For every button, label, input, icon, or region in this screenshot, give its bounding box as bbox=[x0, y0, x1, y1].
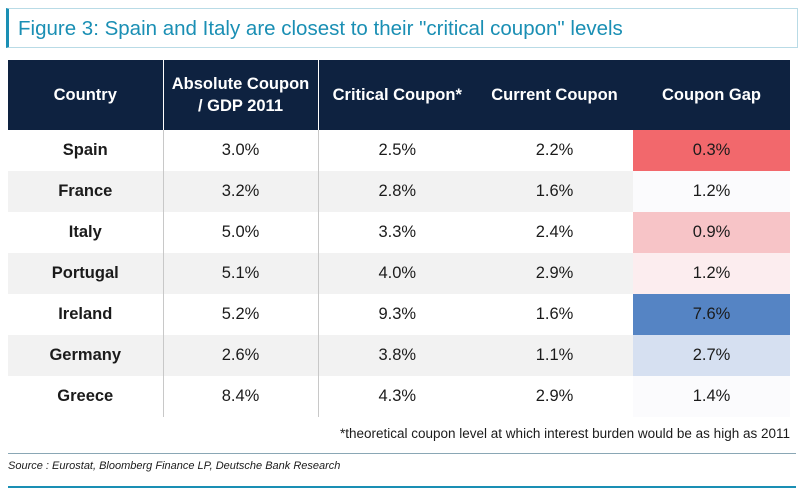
table-row: Germany 2.6% 3.8% 1.1% 2.7% bbox=[8, 335, 790, 376]
coupon-gap-cell: 1.2% bbox=[633, 253, 790, 294]
table-row: Spain 3.0% 2.5% 2.2% 0.3% bbox=[8, 130, 790, 171]
absolute-coupon-cell: 5.0% bbox=[163, 212, 319, 253]
coupon-gap-cell: 2.7% bbox=[633, 335, 790, 376]
country-cell: Portugal bbox=[8, 253, 164, 294]
header-country: Country bbox=[8, 60, 164, 130]
header-critical-coupon: Critical Coupon* bbox=[318, 60, 476, 130]
critical-coupon-cell: 2.5% bbox=[378, 141, 417, 159]
country-cell: Spain bbox=[8, 130, 164, 171]
critical-coupon-cell: 4.0% bbox=[318, 253, 476, 294]
critical-coupon-cell: 9.3% bbox=[378, 305, 417, 323]
header-coupon-gap: Coupon Gap bbox=[633, 60, 790, 130]
current-coupon-cell: 1.6% bbox=[476, 171, 633, 212]
current-coupon-cell: 2.9% bbox=[476, 253, 633, 294]
current-coupon-cell: 2.2% bbox=[535, 141, 574, 159]
figure-title: Figure 3: Spain and Italy are closest to… bbox=[18, 17, 623, 40]
bottom-divider bbox=[8, 486, 796, 488]
coupon-gap-cell: 1.2% bbox=[633, 171, 790, 212]
current-coupon-cell: 1.6% bbox=[535, 305, 574, 323]
absolute-coupon-cell: 3.2% bbox=[163, 171, 319, 212]
header-current-coupon: Current Coupon bbox=[476, 60, 633, 130]
absolute-coupon-cell: 2.6% bbox=[163, 335, 319, 376]
critical-coupon-cell: 3.3% bbox=[378, 223, 417, 241]
table-header-row: Country Absolute Coupon / GDP 2011 Criti… bbox=[8, 60, 790, 130]
country-cell: Italy bbox=[8, 212, 164, 253]
coupon-table: Country Absolute Coupon / GDP 2011 Criti… bbox=[8, 60, 791, 417]
current-coupon-cell: 2.9% bbox=[535, 387, 574, 405]
absolute-coupon-cell: 3.0% bbox=[163, 130, 319, 171]
absolute-coupon-cell: 5.1% bbox=[163, 253, 319, 294]
divider bbox=[8, 453, 796, 454]
critical-coupon-cell: 2.8% bbox=[318, 171, 476, 212]
country-cell: France bbox=[8, 171, 164, 212]
current-coupon-cell: 2.4% bbox=[535, 223, 574, 241]
footnote: *theoretical coupon level at which inter… bbox=[339, 426, 790, 441]
absolute-coupon-cell: 5.2% bbox=[163, 294, 319, 335]
header-absolute-coupon: Absolute Coupon / GDP 2011 bbox=[163, 60, 319, 130]
coupon-gap-cell: 7.6% bbox=[633, 294, 790, 335]
critical-coupon-cell: 4.3% bbox=[378, 387, 417, 405]
header-absolute-coupon-label: Absolute Coupon / GDP 2011 bbox=[171, 75, 310, 115]
table-row: Italy 5.0% 3.3% 2.4% 0.9% bbox=[8, 212, 790, 253]
coupon-gap-cell: 1.4% bbox=[633, 376, 790, 417]
table-row: Ireland 5.2% 9.3% 1.6% 7.6% bbox=[8, 294, 790, 335]
country-cell: Germany bbox=[8, 335, 164, 376]
absolute-coupon-cell: 8.4% bbox=[163, 376, 319, 417]
table-row: Greece 8.4% 4.3% 2.9% 1.4% bbox=[8, 376, 790, 417]
source-note: Source : Eurostat, Bloomberg Finance LP,… bbox=[8, 460, 341, 472]
country-cell: Greece bbox=[8, 376, 164, 417]
country-cell: Ireland bbox=[8, 294, 164, 335]
current-coupon-cell: 1.1% bbox=[476, 335, 633, 376]
figure-title-box: Figure 3: Spain and Italy are closest to… bbox=[6, 8, 798, 48]
table-row: France 3.2% 2.8% 1.6% 1.2% bbox=[8, 171, 790, 212]
coupon-gap-cell: 0.9% bbox=[633, 212, 790, 253]
table-row: Portugal 5.1% 4.0% 2.9% 1.2% bbox=[8, 253, 790, 294]
coupon-gap-cell: 0.3% bbox=[633, 130, 790, 171]
critical-coupon-cell: 3.8% bbox=[318, 335, 476, 376]
